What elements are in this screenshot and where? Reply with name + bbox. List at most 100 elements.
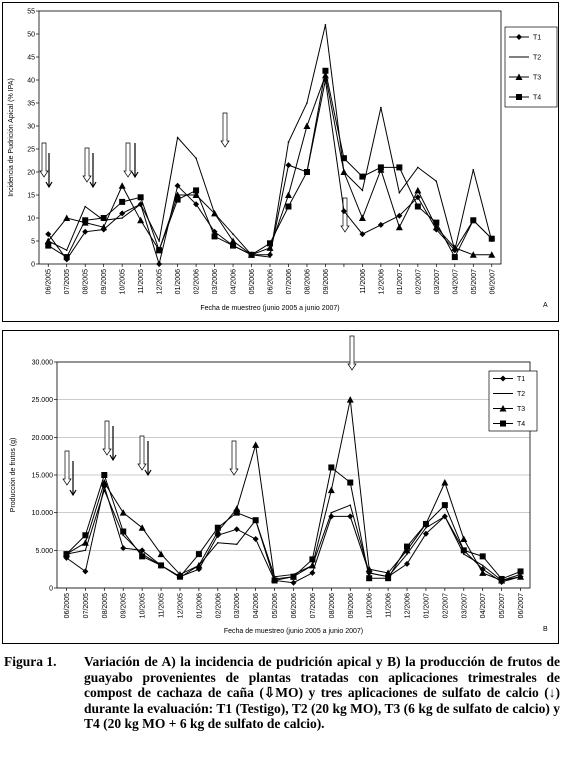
square-marker (366, 575, 373, 582)
mo-arrow (220, 112, 230, 148)
x-tick-label: 03/2006 (212, 269, 219, 294)
y-tick-label: 35 (27, 101, 35, 108)
triangle-marker (266, 244, 274, 251)
point (84, 549, 87, 552)
y-tick-label: 45 (27, 55, 35, 62)
calcium-arrow-head (89, 181, 97, 189)
caption-label: Figura 1. (4, 654, 57, 669)
square-marker (322, 67, 329, 74)
triangle-marker (138, 524, 146, 531)
x-tick-label: 01/2007 (423, 593, 430, 618)
square-marker (195, 551, 202, 558)
x-tick-label: 12/2006 (405, 593, 412, 618)
triangle-marker (346, 396, 354, 403)
triangle-marker (214, 528, 222, 535)
x-tick-label: 11/2005 (138, 269, 145, 294)
diamond-marker (328, 513, 335, 520)
diamond-marker (174, 182, 181, 189)
x-tick-label: 12/2005 (177, 593, 184, 618)
triangle-marker (460, 535, 468, 543)
y-axis-label: Incidencia de Pudrición Apical (% IPA) (8, 78, 15, 197)
x-tick-label: 05/2006 (249, 269, 256, 294)
square-marker (516, 94, 522, 100)
square-marker (328, 464, 335, 471)
diamond-marker (82, 568, 89, 575)
x-tick-label: 05/2006 (272, 593, 279, 618)
point (306, 102, 308, 104)
point (361, 189, 364, 192)
series-line (47, 70, 493, 259)
y-tick-label: 40 (27, 78, 35, 85)
square-marker (82, 217, 89, 224)
triangle-marker (100, 479, 108, 486)
diamond-marker (285, 162, 292, 169)
y-tick-label: 30.000 (32, 360, 54, 367)
y-tick-label: 25 (27, 147, 35, 154)
point (406, 553, 408, 555)
mo-arrow (340, 197, 350, 233)
caption-text: Variación de A) la incidencia de pudrici… (84, 654, 560, 731)
square-marker (120, 528, 127, 535)
diamond-marker (309, 569, 316, 576)
legend-label: T3 (517, 406, 525, 413)
y-tick-label: 5 (31, 239, 35, 246)
legend-label: T2 (533, 55, 541, 62)
point (417, 166, 419, 169)
square-marker (230, 242, 237, 249)
triangle-marker (252, 441, 260, 448)
y-tick-label: 25.000 (32, 397, 54, 404)
triangle-marker (63, 214, 71, 221)
series-line (66, 399, 521, 581)
diamond-marker (516, 34, 522, 40)
square-marker (479, 553, 486, 560)
mo-arrow (123, 142, 133, 178)
series-line (66, 466, 521, 582)
x-tick-label: 06/2007 (489, 269, 496, 294)
triangle-marker (517, 573, 525, 580)
x-tick-label: 06/2006 (291, 593, 298, 618)
square-marker (211, 233, 218, 240)
x-tick-label: 03/2007 (434, 269, 441, 294)
x-tick-label: 07/2006 (286, 269, 293, 294)
x-tick-label: 03/2006 (234, 593, 241, 618)
triangle-marker (119, 509, 127, 516)
x-tick-label: 03/2007 (461, 593, 468, 618)
square-marker (252, 517, 259, 524)
triangle-marker (441, 479, 449, 486)
calcium-arrow-head (69, 489, 77, 497)
x-tick-label: 08/2005 (83, 269, 90, 294)
x-tick-label: 12/2005 (157, 269, 164, 294)
diamond-marker (233, 526, 240, 533)
square-marker (214, 524, 221, 531)
square-marker (377, 164, 384, 171)
legend-label: T1 (517, 376, 525, 383)
triangle-marker (403, 546, 411, 554)
triangle-marker (211, 209, 219, 217)
square-marker (176, 573, 183, 580)
point (235, 543, 238, 546)
mo-arrow (62, 450, 72, 486)
point (398, 191, 401, 194)
mo-arrow (137, 435, 147, 471)
triangle-marker (340, 168, 348, 175)
triangle-marker (395, 223, 403, 231)
triangle-marker (284, 191, 292, 198)
legend-label: T2 (517, 391, 525, 398)
square-marker (100, 215, 107, 221)
diamond-marker (82, 228, 89, 235)
x-tick-label: 05/2007 (471, 269, 478, 294)
chart-a: 0 5 10 15 20 25 30 35 40 45 50 55 06/2005 07/2005 08/2… (2, 2, 559, 322)
x-tick-label: 11/2006 (386, 593, 393, 618)
diamond-marker (45, 231, 52, 238)
legend-box (488, 370, 538, 432)
point (232, 233, 234, 235)
calcium-arrow-head (131, 171, 139, 179)
y-tick-label: 10.000 (32, 510, 54, 517)
chart-b: 0 5.000 10.000 15.000 20.000 25.000 30.000 06/2… (2, 330, 559, 644)
square-marker (385, 575, 392, 582)
y-tick-label: 55 (27, 9, 35, 16)
point (139, 203, 142, 205)
x-tick-label: 09/2006 (323, 269, 330, 294)
y-tick-label: 50 (27, 32, 35, 39)
